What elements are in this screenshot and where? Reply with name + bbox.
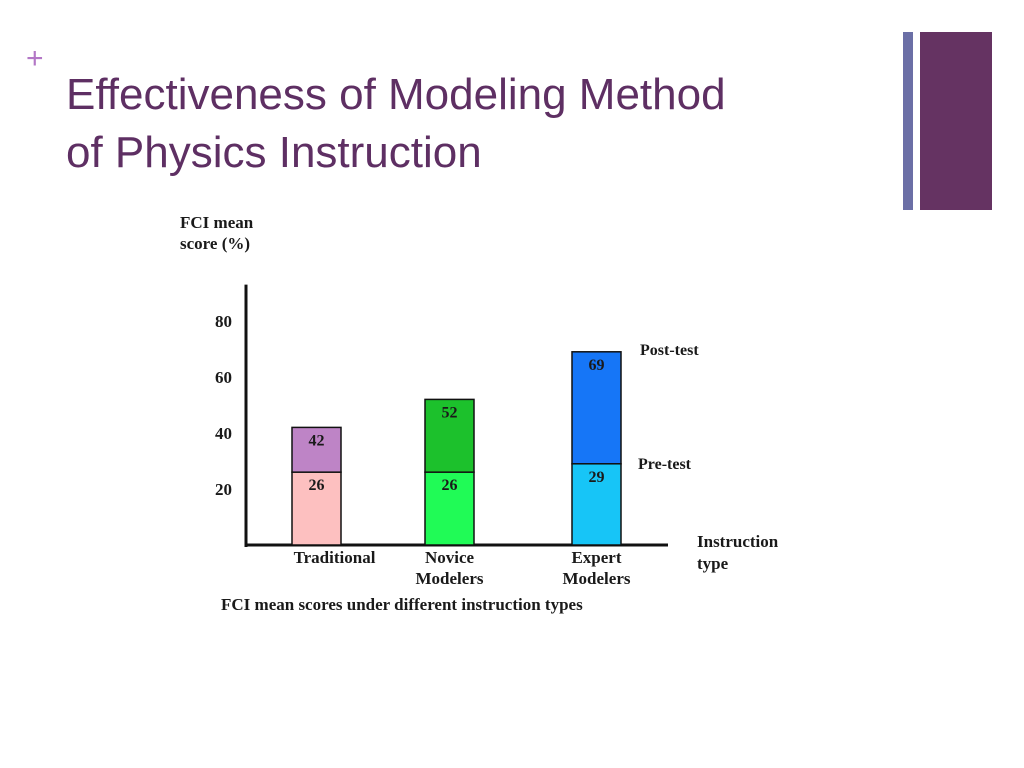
legend-label-pre-test: Pre-test [638, 456, 692, 473]
bar-pre-test [571, 463, 622, 546]
data-label-post-test: 52 [442, 404, 458, 421]
bar-post-test [291, 426, 342, 473]
data-label-pre-test: 26 [309, 477, 325, 494]
slide-title-line-1: Effectiveness of Modeling Method [66, 70, 726, 119]
y-tick-label: 40 [215, 424, 232, 443]
bullet-plus-icon: + [26, 42, 44, 75]
slide-title: Effectiveness of Modeling Method of Phys… [66, 66, 886, 182]
data-label-post-test: 42 [309, 432, 325, 449]
data-label-post-test: 69 [589, 357, 605, 374]
y-tick-label: 20 [215, 480, 232, 499]
legend-label-post-test: Post-test [640, 342, 699, 359]
x-axis-label: type [697, 554, 729, 573]
bar-pre-test [424, 471, 475, 546]
x-category-label: Expert [571, 548, 621, 567]
y-axis-label: score (%) [180, 234, 250, 253]
bar-pre-test [291, 471, 342, 546]
decorative-accent-bar-thin [903, 32, 913, 210]
x-category-label: Novice [425, 548, 475, 567]
x-category-label: Traditional [294, 548, 376, 567]
x-category-label: Modelers [563, 569, 631, 588]
data-label-pre-test: 29 [589, 469, 605, 486]
y-tick-label: 60 [215, 368, 232, 387]
chart-caption: FCI mean scores under different instruct… [221, 595, 583, 614]
decorative-accent-bar-thick [920, 32, 992, 210]
slide-title-line-2: of Physics Instruction [66, 128, 482, 177]
y-tick-label: 80 [215, 312, 232, 331]
bar-post-test [424, 398, 475, 473]
data-label-pre-test: 26 [442, 477, 458, 494]
bar-post-test [571, 351, 622, 465]
y-axis-label: FCI mean [180, 213, 254, 232]
x-category-label: Modelers [416, 569, 484, 588]
x-axis-label: Instruction [697, 532, 779, 551]
